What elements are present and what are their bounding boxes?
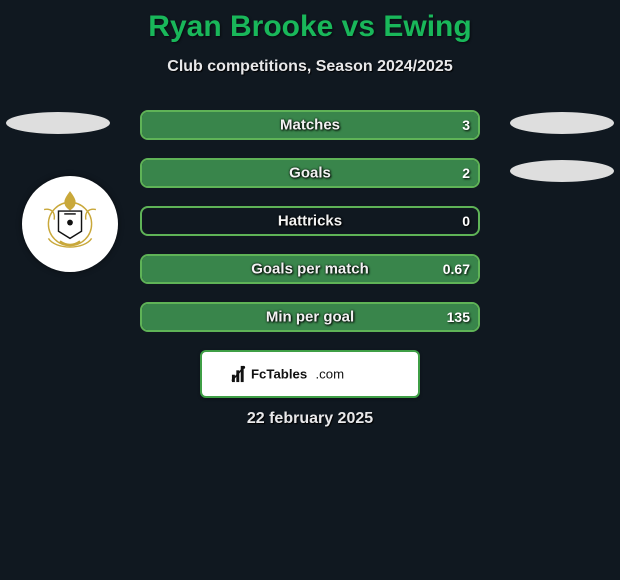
stat-bar: Min per goal 135 [140, 302, 480, 332]
player-pill-right [510, 160, 614, 182]
stat-label: Matches [280, 117, 340, 134]
svg-text:FcTables: FcTables [251, 366, 307, 381]
player-pill-right [510, 112, 614, 134]
player-pill-left [6, 112, 110, 134]
svg-text:.com: .com [316, 366, 345, 381]
stat-label: Goals per match [251, 261, 369, 278]
stat-value-right: 0.67 [443, 261, 470, 277]
stat-bar: Goals per match 0.67 [140, 254, 480, 284]
subtitle: Club competitions, Season 2024/2025 [0, 58, 620, 76]
stat-value-right: 3 [462, 117, 470, 133]
stat-value-right: 0 [462, 213, 470, 229]
stat-bar: Goals 2 [140, 158, 480, 188]
fctables-logo: FcTables .com [229, 363, 390, 385]
stat-bar: Hattricks 0 [140, 206, 480, 236]
stat-label: Goals [289, 165, 331, 182]
club-crest-left [22, 176, 118, 272]
stat-row: Min per goal 135 [0, 296, 620, 342]
stat-label: Min per goal [266, 309, 354, 326]
date-label: 22 february 2025 [0, 410, 620, 428]
stat-value-right: 2 [462, 165, 470, 181]
stat-value-right: 135 [447, 309, 470, 325]
stat-bar: Matches 3 [140, 110, 480, 140]
brand-box[interactable]: FcTables .com [200, 350, 420, 398]
page-title: Ryan Brooke vs Ewing [0, 0, 620, 44]
comparison-card: Ryan Brooke vs Ewing Club competitions, … [0, 0, 620, 580]
stat-label: Hattricks [278, 213, 342, 230]
stat-row: Matches 3 [0, 104, 620, 150]
crest-icon [34, 188, 106, 260]
